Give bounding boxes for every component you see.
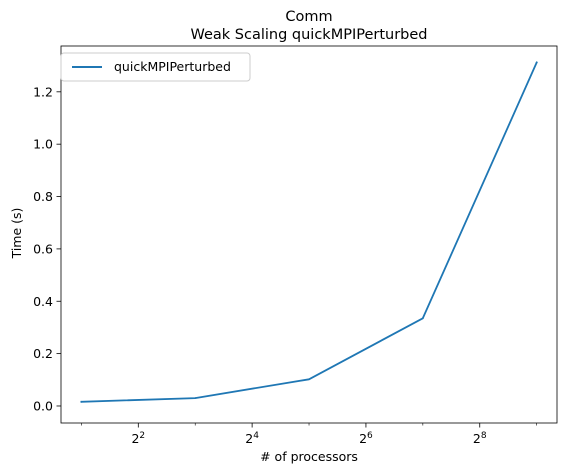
- y-tick-label: 1.0: [33, 137, 53, 152]
- y-axis-ticks: 0.0 0.2 0.4 0.6 0.8 1.0 1.2: [33, 84, 61, 413]
- y-tick-label: 0.8: [33, 189, 53, 204]
- data-point: [194, 397, 197, 400]
- x-tick-label: 24: [245, 431, 259, 446]
- legend-label: quickMPIPerturbed: [114, 59, 231, 74]
- series-layer: [80, 61, 538, 403]
- data-point: [535, 61, 538, 64]
- x-axis-ticks: 22 24 26 28: [81, 423, 537, 446]
- x-tick-label: 22: [131, 431, 145, 446]
- y-tick-label: 1.2: [33, 84, 53, 99]
- chart-subtitle: Weak Scaling quickMPIPerturbed: [190, 27, 427, 43]
- legend: quickMPIPerturbed: [60, 52, 251, 82]
- y-tick-label: 0.6: [33, 241, 53, 256]
- data-point: [308, 378, 310, 381]
- y-tick-label: 0.0: [33, 398, 53, 413]
- y-tick-label: 0.4: [33, 294, 53, 309]
- y-axis-label: Time (s): [9, 208, 24, 260]
- x-axis-label: # of processors: [260, 449, 358, 464]
- x-tick-label: 26: [359, 431, 373, 446]
- x-tick-label: 28: [473, 431, 487, 446]
- chart-title: Comm: [285, 9, 332, 25]
- data-point: [421, 317, 424, 320]
- plot-area: [60, 45, 558, 424]
- y-tick-label: 0.2: [33, 346, 53, 361]
- legend-box: [60, 52, 251, 82]
- data-point: [80, 400, 83, 403]
